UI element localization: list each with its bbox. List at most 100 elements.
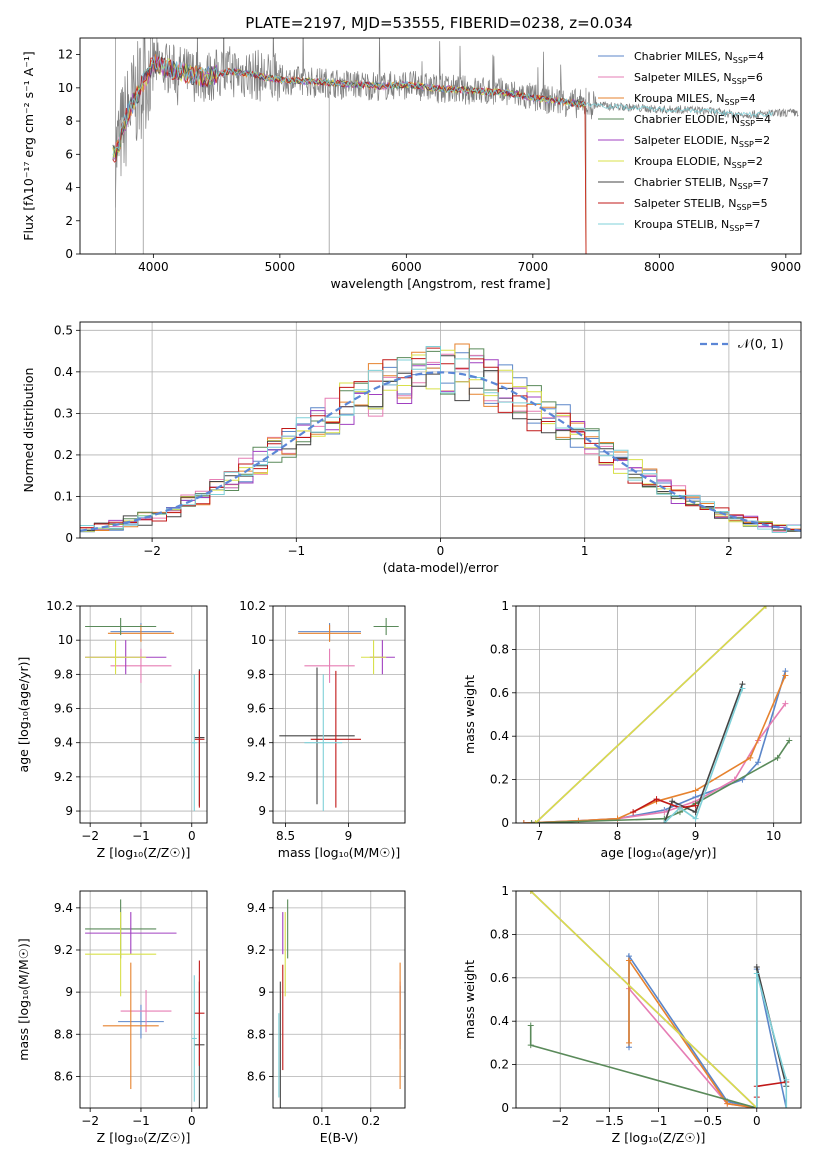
error-bar-point (120, 990, 172, 1033)
legend-nssp-value: =2 (747, 155, 763, 168)
legend-nssp-value: =4 (755, 113, 771, 126)
mass-weight-line-5 (530, 891, 758, 1108)
y-tick-label: 9.8 (247, 667, 266, 681)
error-bar-point (304, 674, 343, 812)
spectrum-plot-area (112, 38, 799, 254)
legend-entry: Kroupa MILES, NSSP=4 (634, 92, 756, 107)
y-tick-label: 10 (58, 81, 73, 95)
y-axis-label: mass weight (462, 675, 477, 754)
x-tick-label: 0.2 (361, 1114, 380, 1128)
x-tick-label: 0 (188, 1114, 196, 1128)
legend-nssp-subscript: SSP (736, 203, 751, 212)
x-axis-label: Z [log₁₀(Z/Z☉)] (612, 1130, 706, 1145)
y-tick-label: 0 (65, 531, 73, 545)
error-bar-point (110, 648, 172, 683)
error-bar-point (194, 960, 205, 1066)
x-tick-label: −1 (650, 1114, 668, 1128)
legend-nssp-label: , N (725, 113, 740, 126)
legend-nssp-label: , N (724, 134, 739, 147)
y-tick-label: 8.6 (247, 1069, 266, 1083)
legend-nssp-subscript: SSP (733, 56, 748, 65)
mass-weight-line-7 (632, 798, 696, 813)
age-vs-mass-plot-area (279, 617, 399, 812)
model-spectrum-7 (112, 56, 587, 254)
mass-weight-marker (626, 1039, 633, 1046)
legend-entry: Chabrier ELODIE, NSSP=4 (634, 113, 771, 128)
y-tick-label: 9.4 (54, 736, 73, 750)
x-tick-label: 9 (692, 829, 700, 843)
y-tick-label: 9.2 (54, 943, 73, 957)
observed-spectrum-line (115, 38, 799, 208)
legend-model-name: Chabrier MILES (634, 50, 718, 63)
y-tick-label: 9.6 (54, 702, 73, 716)
x-tick-label: 8 (614, 829, 622, 843)
legend-nssp-label: , N (716, 71, 731, 84)
x-tick-label: −1 (132, 1114, 150, 1128)
legend-model-name: Kroupa ELODIE (634, 155, 716, 168)
age-vs-Z-plot-area (85, 617, 205, 812)
legend-nssp-subscript: SSP (738, 182, 753, 191)
y-axis-label: Flux [fλ10⁻¹⁷ erg cm⁻² s⁻¹ A⁻¹] (21, 51, 36, 240)
y-axis-label: mass weight (462, 960, 477, 1039)
residuals-frame (79, 321, 802, 539)
y-tick-label: 8 (65, 114, 73, 128)
x-tick-label: 7000 (518, 260, 549, 274)
legend-model-name: Kroupa STELIB (634, 218, 714, 231)
residuals-plot-area (80, 343, 801, 533)
weight-vs-age-panel: 7 8 9 10 0 0.2 0.4 0.6 0.8 1 age [log₁₀(age/yr)] ma… (462, 599, 802, 860)
x-tick-label: 9000 (771, 260, 802, 274)
y-axis-label: Normed distribution (21, 368, 36, 493)
y-tick-label: 9 (65, 804, 73, 818)
legend-nssp-label: , N (722, 176, 737, 189)
model-spectrum-8 (112, 56, 774, 156)
error-bar-point (85, 617, 157, 636)
legend-nssp-subscript: SSP (729, 224, 744, 233)
legend-entry: Chabrier MILES, NSSP=4 (634, 50, 764, 65)
mass-weight-marker (661, 820, 668, 823)
y-tick-label: 0 (501, 1101, 509, 1115)
age-vs-Z-panel: −2 −1 0 9 9.2 9.4 9.6 9.8 10 10.2 Z [log₁₀(Z/Z☉)] a… (16, 599, 208, 860)
y-tick-label: 4 (65, 181, 73, 195)
mass-vs-ebv-plot-area (278, 899, 401, 1108)
weight-vs-Z-panel: −2 −1.5 −1 −0.5 0 0 0.2 0.4 0.6 0.8 1 Z [log₁₀(Z/Z☉… (462, 884, 802, 1145)
x-tick-label: −2 (143, 544, 161, 558)
y-tick-label: 0.8 (490, 642, 509, 656)
mass-weight-marker (527, 1022, 534, 1029)
error-bar-point (298, 624, 361, 642)
mass-weight-marker (669, 798, 676, 805)
legend-nssp-label: , N (721, 197, 736, 210)
mass-weight-marker (774, 754, 781, 761)
y-tick-label: 0.4 (54, 365, 73, 379)
y-tick-label: 0.1 (54, 489, 73, 503)
age-vs-mass-panel: 8.5 9 9 9.2 9.4 9.6 9.8 10 10.2 mass [log₁₀(M/M☉)… (239, 599, 406, 860)
x-tick-label: −0.5 (693, 1114, 722, 1128)
legend-nssp-label: , N (709, 92, 724, 105)
x-axis-label: Z [log₁₀(Z/Z☉)] (97, 845, 191, 860)
y-tick-label: 1 (501, 599, 509, 613)
legend-nssp-label: , N (718, 50, 733, 63)
mass-weight-line-6 (663, 683, 744, 823)
residual-histogram-8 (80, 346, 801, 533)
y-tick-label: 10.2 (239, 599, 266, 613)
x-tick-label: 5000 (265, 260, 296, 274)
legend-nssp-value: =7 (744, 218, 760, 231)
y-tick-label: 9.2 (54, 770, 73, 784)
x-tick-label: −2 (81, 829, 99, 843)
error-bar-point (194, 670, 205, 808)
spectrum-frame (79, 37, 802, 255)
mass-weight-marker (753, 963, 760, 970)
y-tick-label: 0.2 (490, 1058, 509, 1072)
legend-entry: Salpeter STELIB, NSSP=5 (634, 197, 768, 212)
error-bar-point (361, 640, 387, 675)
spectrum-panel: 4000 5000 6000 7000 8000 9000 0 2 4 6 8 10 12 wavelen… (21, 37, 802, 291)
y-tick-label: 8.6 (54, 1069, 73, 1083)
y-tick-label: 9.4 (54, 901, 73, 915)
x-tick-label: −1 (132, 829, 150, 843)
x-axis-label: mass [log₁₀(M/M☉)] (278, 845, 400, 860)
legend-model-name: Salpeter MILES (634, 71, 716, 84)
weight-vs-age-plot-area (520, 606, 793, 823)
x-tick-label: 8000 (644, 260, 675, 274)
x-tick-label: −2 (81, 1114, 99, 1128)
mass-vs-ebv-panel: 0.1 0.2 8.6 8.8 9 9.2 9.4 E(B-V) (247, 890, 406, 1145)
x-tick-label: 0 (753, 1114, 761, 1128)
